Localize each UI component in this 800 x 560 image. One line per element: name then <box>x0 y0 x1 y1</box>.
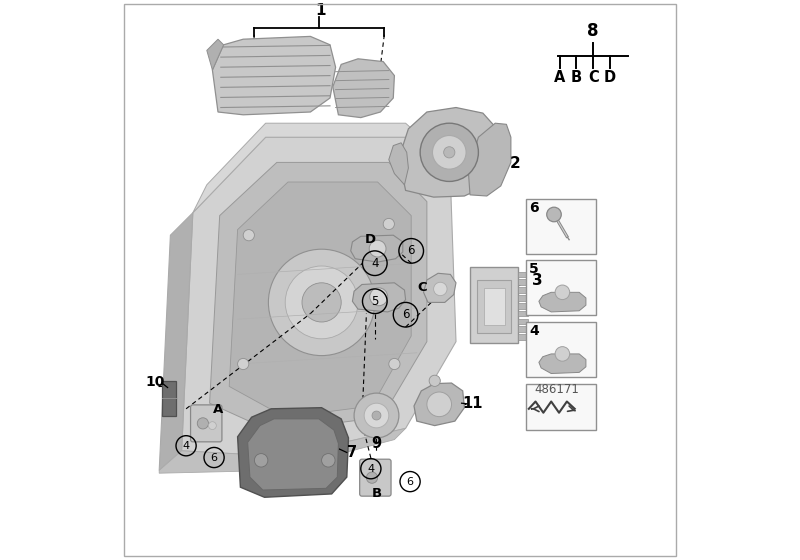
Text: 3: 3 <box>533 273 543 287</box>
Polygon shape <box>182 137 456 456</box>
Polygon shape <box>210 162 427 431</box>
Text: 486171: 486171 <box>534 382 579 396</box>
Circle shape <box>370 240 386 257</box>
Polygon shape <box>159 428 406 473</box>
Text: 6: 6 <box>406 477 414 487</box>
Circle shape <box>370 288 388 306</box>
Polygon shape <box>539 354 586 374</box>
Polygon shape <box>248 419 338 490</box>
Bar <box>526 199 596 254</box>
Bar <box>518 303 528 309</box>
Bar <box>518 326 528 332</box>
Polygon shape <box>423 273 456 302</box>
Circle shape <box>364 403 389 428</box>
Circle shape <box>209 422 216 430</box>
Bar <box>526 260 596 315</box>
Polygon shape <box>206 39 224 70</box>
Text: A: A <box>554 70 566 85</box>
Bar <box>162 381 176 416</box>
Bar <box>518 334 528 340</box>
Bar <box>470 267 518 343</box>
Bar <box>518 295 528 301</box>
Bar <box>518 279 528 285</box>
Polygon shape <box>213 36 336 115</box>
Text: 11: 11 <box>462 396 483 410</box>
Polygon shape <box>352 283 406 312</box>
Text: 5: 5 <box>371 295 378 308</box>
Text: 10: 10 <box>145 375 165 389</box>
Circle shape <box>434 282 447 296</box>
Circle shape <box>444 147 455 158</box>
Circle shape <box>555 347 570 361</box>
Text: 4: 4 <box>182 441 190 451</box>
Text: D: D <box>365 233 376 246</box>
Circle shape <box>285 266 358 339</box>
Text: 4: 4 <box>371 256 378 270</box>
Polygon shape <box>468 123 511 196</box>
Polygon shape <box>399 108 500 197</box>
Polygon shape <box>193 123 456 213</box>
Text: 6: 6 <box>210 452 218 463</box>
Bar <box>518 272 528 277</box>
Text: C: C <box>418 281 427 294</box>
Text: 1: 1 <box>315 3 326 17</box>
Text: 6: 6 <box>402 308 410 321</box>
Circle shape <box>243 230 254 241</box>
Circle shape <box>366 472 378 483</box>
Text: D: D <box>604 70 616 85</box>
Polygon shape <box>238 408 349 497</box>
Text: B: B <box>571 70 582 85</box>
Circle shape <box>383 218 394 230</box>
Circle shape <box>429 375 440 386</box>
Text: 9: 9 <box>371 436 382 451</box>
Circle shape <box>427 392 451 417</box>
Text: 4: 4 <box>367 464 374 474</box>
Bar <box>518 319 528 324</box>
FancyBboxPatch shape <box>190 405 222 442</box>
Circle shape <box>268 249 374 356</box>
Text: 4: 4 <box>529 324 538 338</box>
Circle shape <box>372 411 381 420</box>
Polygon shape <box>350 235 402 262</box>
Circle shape <box>555 285 570 300</box>
Text: 8: 8 <box>587 22 599 40</box>
Circle shape <box>238 358 249 370</box>
Text: A: A <box>213 403 223 417</box>
Circle shape <box>420 123 478 181</box>
FancyBboxPatch shape <box>360 459 391 496</box>
Circle shape <box>254 454 268 467</box>
Bar <box>526 384 596 430</box>
Polygon shape <box>333 59 394 118</box>
Circle shape <box>433 136 466 169</box>
Polygon shape <box>230 182 411 417</box>
Circle shape <box>322 454 335 467</box>
Polygon shape <box>159 213 193 470</box>
Polygon shape <box>389 143 408 185</box>
Circle shape <box>354 393 399 438</box>
Bar <box>518 311 528 316</box>
Bar <box>526 322 596 377</box>
Polygon shape <box>414 383 464 426</box>
Text: 2: 2 <box>510 156 520 171</box>
Bar <box>518 287 528 293</box>
Text: 6: 6 <box>529 201 538 215</box>
Circle shape <box>302 283 341 322</box>
Text: 7: 7 <box>347 445 358 460</box>
Circle shape <box>389 358 400 370</box>
Text: 5: 5 <box>529 263 538 277</box>
Text: C: C <box>588 70 598 85</box>
Bar <box>484 288 506 325</box>
Text: 6: 6 <box>407 244 415 258</box>
Polygon shape <box>539 292 586 312</box>
Text: B: B <box>371 487 382 501</box>
Circle shape <box>198 418 209 429</box>
Bar <box>478 280 511 333</box>
Circle shape <box>546 207 562 222</box>
